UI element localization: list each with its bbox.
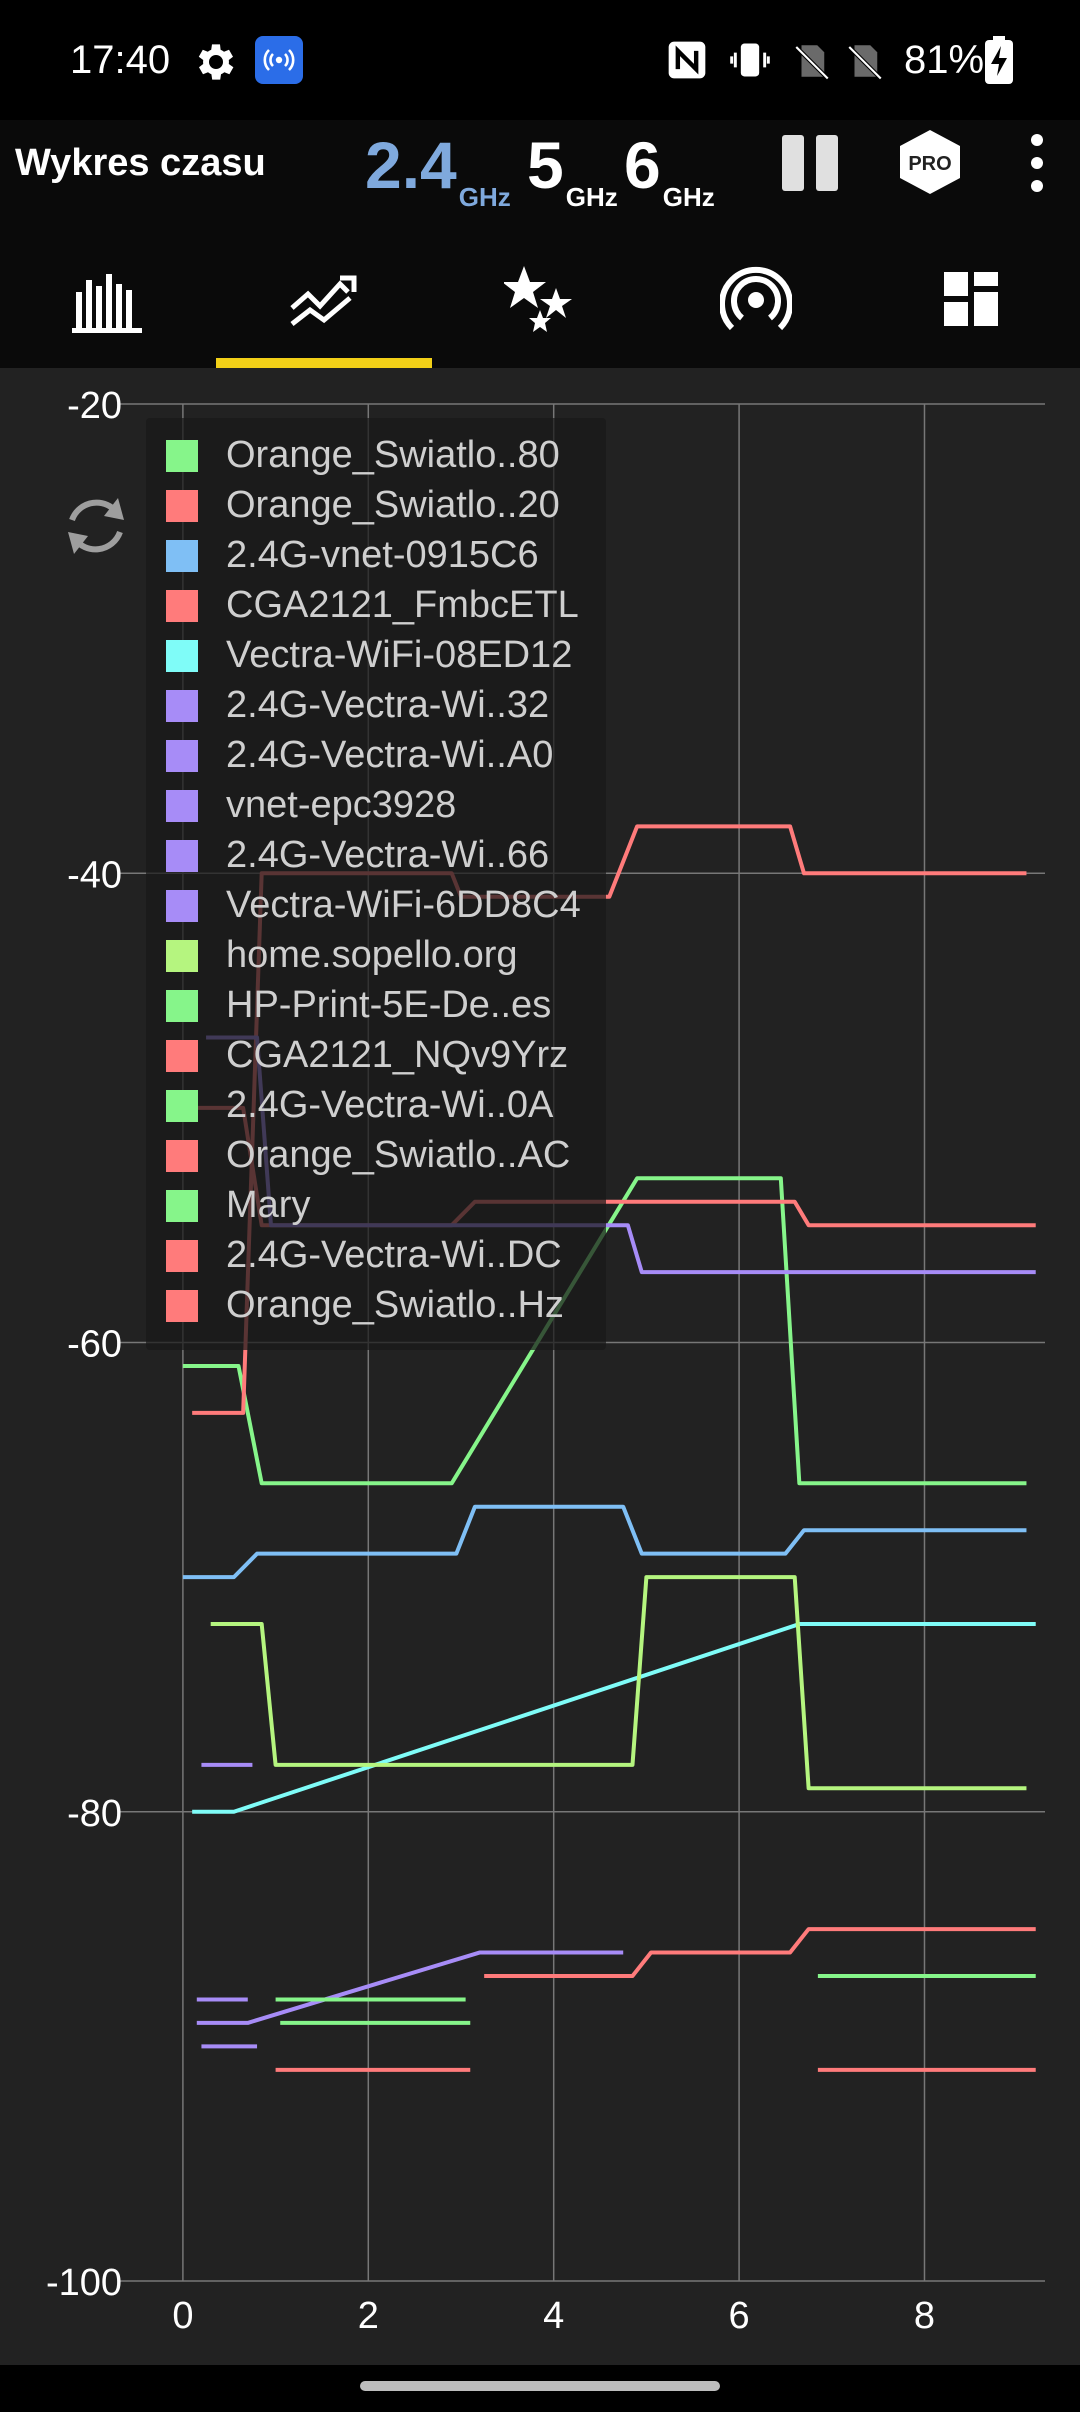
legend-swatch bbox=[166, 1090, 198, 1122]
legend-swatch bbox=[166, 640, 198, 672]
tab-dashboard[interactable] bbox=[864, 240, 1080, 368]
gear-icon bbox=[198, 44, 234, 80]
legend-label: CGA2121_FmbcETL bbox=[226, 584, 579, 626]
tab-channel-rating[interactable] bbox=[432, 240, 648, 368]
pro-label: PRO bbox=[908, 153, 951, 175]
legend-label: Mary bbox=[226, 1184, 311, 1226]
tab-time-graph[interactable] bbox=[216, 240, 432, 368]
tab-ap-list[interactable] bbox=[648, 240, 864, 368]
y-tick-label: -60 bbox=[67, 1324, 122, 1366]
no-sim-icon bbox=[794, 45, 830, 80]
legend-label: vnet-epc3928 bbox=[226, 784, 457, 826]
page-title: Wykres czasu bbox=[15, 142, 266, 184]
series-line bbox=[192, 1622, 1036, 1814]
y-tick-label: -100 bbox=[46, 2262, 122, 2304]
legend-label: Orange_Swiatlo..20 bbox=[226, 484, 560, 526]
pro-badge-icon[interactable]: PRO bbox=[898, 128, 962, 196]
more-vert-icon[interactable] bbox=[1020, 132, 1054, 194]
dashboard-icon bbox=[944, 272, 998, 326]
legend-swatch bbox=[166, 490, 198, 522]
nav-tabs bbox=[0, 240, 1080, 368]
y-tick-label: -40 bbox=[67, 854, 122, 896]
legend-label: CGA2121_NQv9Yrz bbox=[226, 1034, 569, 1076]
legend-label: 2.4G-Vectra-Wi..0A bbox=[226, 1084, 554, 1126]
app-bar: Wykres czasu 2.4GHz 5GHz 6GHz bbox=[0, 120, 1080, 240]
legend-swatch bbox=[166, 840, 198, 872]
legend-swatch bbox=[166, 1240, 198, 1272]
legend-label: Orange_Swiatlo..AC bbox=[226, 1134, 571, 1176]
signal-strength-icon bbox=[720, 267, 792, 331]
band-6ghz-toggle[interactable]: 6GHz bbox=[624, 132, 715, 210]
band-value: 2.4 bbox=[365, 128, 457, 202]
legend-swatch bbox=[166, 1140, 198, 1172]
legend-swatch bbox=[166, 590, 198, 622]
legend-label: 2.4G-vnet-0915C6 bbox=[226, 534, 539, 576]
legend-label: 2.4G-Vectra-Wi..66 bbox=[226, 834, 550, 876]
hotspot-icon bbox=[255, 36, 303, 84]
legend-swatch bbox=[166, 1290, 198, 1322]
battery-charging-icon bbox=[985, 36, 1013, 84]
x-tick-label: 8 bbox=[914, 2295, 935, 2337]
y-tick-label: -20 bbox=[67, 385, 122, 427]
series-line bbox=[196, 1950, 624, 2025]
time-graph-icon bbox=[290, 275, 357, 326]
legend-swatch bbox=[166, 690, 198, 722]
legend-swatch bbox=[166, 890, 198, 922]
band-value: 6 bbox=[624, 128, 661, 202]
band-2.4ghz-toggle[interactable]: 2.4GHz bbox=[365, 132, 511, 210]
no-sim-icon bbox=[847, 45, 883, 80]
battery-percentage: 81% bbox=[904, 38, 985, 82]
x-tick-label: 6 bbox=[729, 2295, 750, 2337]
legend-swatch bbox=[166, 1190, 198, 1222]
x-tick-label: 4 bbox=[543, 2295, 564, 2337]
status-bar: 17:40 81% bbox=[0, 0, 1080, 120]
status-time: 17:40 bbox=[70, 38, 171, 82]
home-gesture-handle[interactable] bbox=[360, 2381, 720, 2391]
pause-icon[interactable] bbox=[780, 133, 840, 193]
legend-label: 2.4G-Vectra-Wi..DC bbox=[226, 1234, 562, 1276]
nfc-icon bbox=[668, 41, 706, 79]
stars-icon bbox=[504, 266, 572, 332]
legend-label: Orange_Swiatlo..Hz bbox=[226, 1284, 564, 1326]
legend-label: Orange_Swiatlo..80 bbox=[226, 434, 560, 476]
x-tick-label: 0 bbox=[172, 2295, 193, 2337]
legend-swatch bbox=[166, 740, 198, 772]
legend-swatch bbox=[166, 440, 198, 472]
legend-swatch bbox=[166, 940, 198, 972]
band-5ghz-toggle[interactable]: 5GHz bbox=[527, 132, 618, 210]
legend-swatch bbox=[166, 1040, 198, 1072]
legend-label: 2.4G-Vectra-Wi..32 bbox=[226, 684, 550, 726]
legend-label: home.sopello.org bbox=[226, 934, 518, 976]
chart-legend: Orange_Swiatlo..80 Orange_Swiatlo..20 2.4G… bbox=[146, 418, 606, 1350]
legend-label: Vectra-WiFi-08ED12 bbox=[226, 634, 573, 676]
series-line bbox=[182, 1504, 1027, 1580]
band-value: 5 bbox=[527, 128, 564, 202]
legend-label: Vectra-WiFi-6DD8C4 bbox=[226, 884, 581, 926]
legend-label: 2.4G-Vectra-Wi..A0 bbox=[226, 734, 554, 776]
vibrate-icon bbox=[730, 43, 770, 77]
refresh-icon[interactable] bbox=[58, 488, 134, 564]
tab-channel-graph[interactable] bbox=[0, 240, 216, 368]
series-line bbox=[484, 1927, 1036, 1978]
band-unit: GHz bbox=[662, 182, 715, 212]
bar-chart-icon bbox=[72, 274, 142, 333]
legend-swatch bbox=[166, 990, 198, 1022]
series-line bbox=[210, 1575, 1027, 1791]
active-tab-indicator bbox=[216, 358, 432, 368]
legend-label: HP-Print-5E-De..es bbox=[226, 984, 552, 1026]
band-unit: GHz bbox=[565, 182, 618, 212]
band-unit: GHz bbox=[458, 182, 511, 212]
x-tick-label: 2 bbox=[358, 2295, 379, 2337]
y-tick-label: -80 bbox=[67, 1793, 122, 1835]
legend-swatch bbox=[166, 540, 198, 572]
legend-swatch bbox=[166, 790, 198, 822]
